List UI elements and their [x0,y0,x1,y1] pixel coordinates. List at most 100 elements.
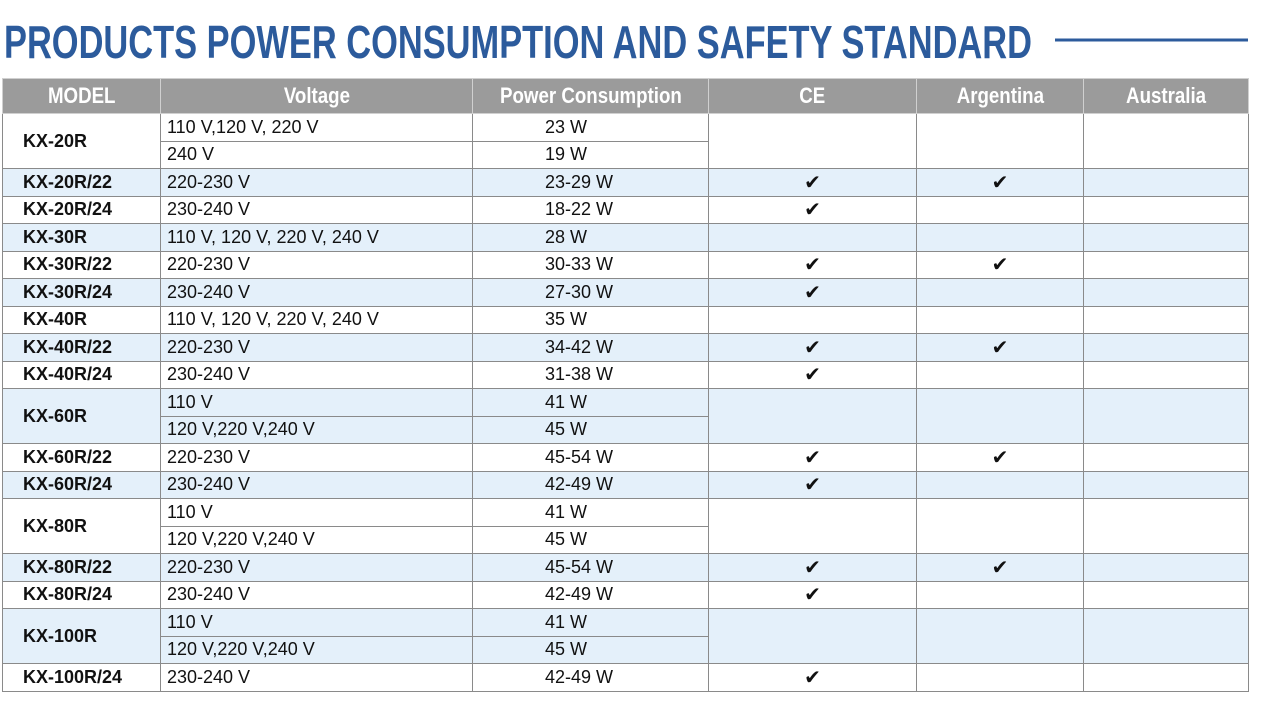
power-cell: 42-49 W [472,470,709,499]
voltage-cell: 220-230 V [160,168,473,197]
power-cell: 45 W [472,415,709,444]
table-row: KX-30R/22 220-230 V 30-33 W ✔ ✔ [2,250,1249,279]
australia-cell [1083,168,1249,197]
ce-cell: ✔ [708,580,917,609]
model-cell: KX-20R/24 [2,195,161,224]
argentina-cell [916,223,1084,252]
column-header: Power Consumption [472,78,709,114]
power-cell: 45-54 W [472,443,709,472]
argentina-cell: ✔ [916,168,1084,197]
voltage-cell: 230-240 V [160,195,473,224]
column-header-text: MODEL [47,83,116,108]
voltage-cell: 110 V,120 V, 220 V [160,113,473,142]
column-header-text: Voltage [283,83,350,108]
voltage-cell: 230-240 V [160,470,473,499]
column-header: MODEL [2,78,161,114]
voltage-cell: 230-240 V [160,663,473,692]
model-cell: KX-30R/22 [2,250,161,279]
ce-cell: ✔ [708,168,917,197]
ce-cell [708,223,917,252]
argentina-cell [916,360,1084,389]
power-cell: 41 W [472,608,709,637]
argentina-cell [916,498,1084,554]
ce-cell: ✔ [708,195,917,224]
australia-cell [1083,443,1249,472]
model-cell: KX-60R [2,388,161,444]
argentina-cell [916,663,1084,692]
table-row: KX-80R/22 220-230 V 45-54 W ✔ ✔ [2,553,1249,582]
spec-table: MODEL Voltage Power Consumption CE Argentina… [2,78,1249,692]
column-header: Australia [1083,78,1249,114]
australia-cell [1083,195,1249,224]
australia-cell [1083,333,1249,362]
table-row: KX-80R/24 230-240 V 42-49 W ✔ [2,580,1249,609]
argentina-cell [916,470,1084,499]
voltage-cell: 230-240 V [160,580,473,609]
voltage-cell: 110 V [160,388,473,417]
table-row: KX-100R 110 V 41 W [2,608,1249,664]
power-cell: 19 W [472,140,709,169]
argentina-cell [916,195,1084,224]
ce-cell [708,113,917,169]
model-cell: KX-100R [2,608,161,664]
australia-cell [1083,278,1249,307]
header-row: MODEL Voltage Power Consumption CE Argentina… [2,78,1249,114]
voltage-cell: 110 V [160,498,473,527]
ce-cell [708,608,917,664]
table-row: KX-40R 110 V, 120 V, 220 V, 240 V 35 W [2,305,1249,334]
australia-cell [1083,498,1249,554]
page-title: PRODUCTS POWER CONSUMPTION AND SAFETY ST… [4,16,1032,68]
model-cell: KX-60R/22 [2,443,161,472]
argentina-cell [916,388,1084,444]
voltage-cell: 110 V, 120 V, 220 V, 240 V [160,305,473,334]
column-header: Argentina [916,78,1084,114]
power-cell: 30-33 W [472,250,709,279]
voltage-cell: 220-230 V [160,553,473,582]
argentina-cell: ✔ [916,250,1084,279]
ce-cell: ✔ [708,443,917,472]
model-cell: KX-80R/24 [2,580,161,609]
argentina-cell: ✔ [916,553,1084,582]
voltage-cell: 230-240 V [160,360,473,389]
model-cell: KX-80R/22 [2,553,161,582]
ce-cell: ✔ [708,470,917,499]
model-cell: KX-40R/22 [2,333,161,362]
power-cell: 45 W [472,635,709,664]
table-row: KX-30R/24 230-240 V 27-30 W ✔ [2,278,1249,307]
table-row: KX-20R 110 V,120 V, 220 V 23 W [2,113,1249,169]
australia-cell [1083,470,1249,499]
argentina-cell [916,113,1084,169]
column-header-text: Power Consumption [499,83,682,108]
voltage-cell: 120 V,220 V,240 V [160,525,473,554]
australia-cell [1083,553,1249,582]
model-cell: KX-20R [2,113,161,169]
table-row: 120 V,220 V,240 V 45 W [3,415,1249,444]
australia-cell [1083,580,1249,609]
table-row: KX-20R/24 230-240 V 18-22 W ✔ [2,195,1249,224]
model-cell: KX-100R/24 [2,663,161,692]
power-cell: 18-22 W [472,195,709,224]
model-cell: KX-40R [2,305,161,334]
table-row: KX-60R/24 230-240 V 42-49 W ✔ [2,470,1249,499]
model-cell: KX-60R/24 [2,470,161,499]
column-header: Voltage [160,78,473,114]
ce-cell: ✔ [708,360,917,389]
column-header: CE [708,78,917,114]
voltage-cell: 120 V,220 V,240 V [160,635,473,664]
power-cell: 41 W [472,498,709,527]
power-cell: 45-54 W [472,553,709,582]
table-row: KX-60R/22 220-230 V 45-54 W ✔ ✔ [2,443,1249,472]
voltage-cell: 220-230 V [160,333,473,362]
australia-cell [1083,663,1249,692]
power-cell: 34-42 W [472,333,709,362]
ce-cell: ✔ [708,333,917,362]
power-cell: 45 W [472,525,709,554]
voltage-cell: 230-240 V [160,278,473,307]
voltage-cell: 220-230 V [160,250,473,279]
power-cell: 35 W [472,305,709,334]
table-row: 240 V 19 W [3,140,1249,169]
column-header-text: Argentina [956,83,1044,108]
argentina-cell [916,580,1084,609]
argentina-cell: ✔ [916,333,1084,362]
